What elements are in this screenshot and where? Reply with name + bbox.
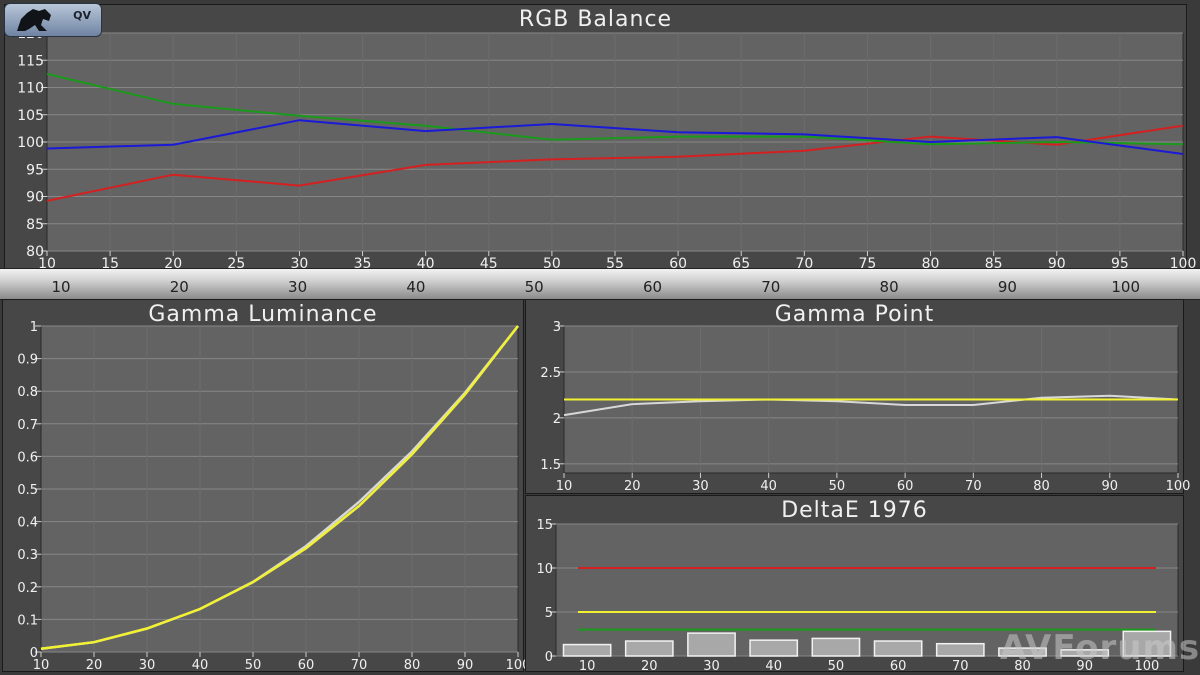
delta-bar xyxy=(562,643,612,657)
y-tick-label: 0.9 xyxy=(17,353,38,368)
gamma-point-chart: 1.5 2 2.5 3 10 20 30 40 50 60 70 80 90 100 xyxy=(540,320,1190,494)
x-tick-label: 60 xyxy=(890,659,907,674)
x-tick-label: 70 xyxy=(965,479,982,494)
step-strip: 10 20 30 40 50 60 70 80 90 100 xyxy=(0,268,1200,300)
y-tick-label: 0.8 xyxy=(17,385,38,400)
y-tick-label: 0.1 xyxy=(17,613,38,628)
x-tick-label: 100 xyxy=(1166,479,1191,494)
y-tick-label: 0.6 xyxy=(17,450,38,465)
y-tick-label: 0.5 xyxy=(17,483,38,498)
y-tick-label: 2 xyxy=(553,412,561,427)
x-tick-label: 20 xyxy=(624,479,641,494)
y-tick-label: 0.2 xyxy=(17,581,38,596)
series-line xyxy=(46,124,1184,202)
strip-label: 40 xyxy=(406,278,426,296)
strip-label: 90 xyxy=(997,278,1017,296)
x-tick-label: 80 xyxy=(1014,659,1031,674)
x-tick-label: 20 xyxy=(641,659,658,674)
x-tick-label: 10 xyxy=(33,658,50,673)
strip-label: 80 xyxy=(879,278,899,296)
y-tick-label: 105 xyxy=(17,108,44,124)
strip-label: 100 xyxy=(1111,278,1141,296)
strip-label: 30 xyxy=(288,278,308,296)
x-tick-label: 40 xyxy=(192,658,209,673)
x-tick-label: 90 xyxy=(457,658,474,673)
strip-label: 50 xyxy=(524,278,544,296)
series-line xyxy=(46,119,1184,155)
x-tick-label: 90 xyxy=(1076,659,1093,674)
delta-bar xyxy=(624,640,674,657)
y-tick-label: 15 xyxy=(536,518,553,533)
rgb-balance-panel: RGB Balance 8085909510010511011512010152… xyxy=(4,4,1196,272)
x-tick-label: 40 xyxy=(760,479,777,494)
y-tick-label: 1 xyxy=(30,320,38,335)
y-tick-label: 0.3 xyxy=(17,548,38,563)
y-tick-label: 110 xyxy=(17,81,44,97)
deltae-chart: 0 5 10 15 10 20 30 40 50 60 70 80 90 100 xyxy=(536,518,1179,674)
horse-logo-icon xyxy=(17,9,51,31)
y-tick-label: 5 xyxy=(545,606,553,621)
delta-bar xyxy=(998,647,1047,657)
rgb-balance-chart: 8085909510010511011512010152025303540455… xyxy=(17,26,1196,272)
gamma-point-panel: Gamma Point 1.5 2 2.5 3 10 20 30 40 50 60 70 80 90 10… xyxy=(525,299,1190,494)
y-tick-label: 0.7 xyxy=(17,418,38,433)
x-tick-label: 70 xyxy=(351,658,368,673)
series-line xyxy=(40,325,519,650)
x-tick-label: 30 xyxy=(139,658,156,673)
y-tick-label: 85 xyxy=(26,217,44,233)
x-tick-label: 70 xyxy=(952,659,969,674)
x-tick-label: 30 xyxy=(692,479,709,494)
x-tick-label: 40 xyxy=(765,659,782,674)
y-tick-label: 0.4 xyxy=(17,516,38,531)
qv-badge: QV xyxy=(73,9,91,22)
x-tick-label: 60 xyxy=(897,479,914,494)
y-tick-label: 90 xyxy=(26,190,44,206)
delta-bar xyxy=(687,632,736,657)
x-tick-label: 50 xyxy=(829,479,846,494)
series-line xyxy=(46,72,1184,146)
rgb-balance-title: RGB Balance xyxy=(518,7,673,32)
gamma-luminance-title: Gamma Luminance xyxy=(148,302,378,327)
x-tick-label: 100 xyxy=(1134,659,1159,674)
delta-bar xyxy=(935,642,985,657)
gamma-luminance-chart: 0 0.1 0.2 0.3 0.4 0.5 0.6 0.7 0.8 0.9 1 10 20 30 40 50 6… xyxy=(17,320,530,673)
strip-label: 70 xyxy=(761,278,781,296)
x-tick-label: 20 xyxy=(86,658,103,673)
strip-label: 10 xyxy=(51,278,71,296)
delta-bar xyxy=(1122,630,1172,657)
y-tick-label: 1.5 xyxy=(540,458,561,473)
x-tick-label: 10 xyxy=(579,659,596,674)
x-tick-label: 80 xyxy=(404,658,421,673)
y-tick-label: 2.5 xyxy=(540,366,561,381)
delta-bar xyxy=(1060,649,1110,657)
delta-bar xyxy=(749,639,799,657)
y-tick-label: 3 xyxy=(553,320,561,335)
x-tick-label: 80 xyxy=(1033,479,1050,494)
gamma-luminance-panel: Gamma Luminance 0 0.1 0.2 0.3 0.4 0.5 0.6 0.7 0.… xyxy=(2,299,530,673)
y-tick-label: 115 xyxy=(17,53,44,69)
gamma-point-title: Gamma Point xyxy=(774,302,935,327)
x-tick-label: 30 xyxy=(703,659,720,674)
x-tick-label: 60 xyxy=(298,658,315,673)
avforums-watermark: AVForums xyxy=(1000,628,1200,668)
x-tick-label: 10 xyxy=(556,479,573,494)
deltae-title: DeltaE 1976 xyxy=(781,498,928,523)
y-tick-label: 80 xyxy=(26,244,44,260)
strip-label: 20 xyxy=(169,278,189,296)
qv-logo[interactable]: QV xyxy=(4,3,102,37)
delta-bar xyxy=(873,640,923,657)
deltae-panel: DeltaE 1976 0 5 10 15 10 20 30 40 50 60 70 80 90 100 xyxy=(525,495,1184,674)
y-tick-label: 0 xyxy=(30,646,38,661)
y-tick-label: 10 xyxy=(536,562,553,577)
y-tick-label: 95 xyxy=(26,162,44,178)
x-tick-label: 50 xyxy=(245,658,262,673)
series-line xyxy=(563,394,1179,417)
strip-label: 60 xyxy=(642,278,663,296)
x-tick-label: 100 xyxy=(506,658,531,673)
y-tick-label: 100 xyxy=(17,135,44,151)
y-tick-label: 0 xyxy=(545,650,553,665)
x-tick-label: 50 xyxy=(828,659,845,674)
delta-bar xyxy=(811,637,861,657)
x-tick-label: 90 xyxy=(1102,479,1119,494)
